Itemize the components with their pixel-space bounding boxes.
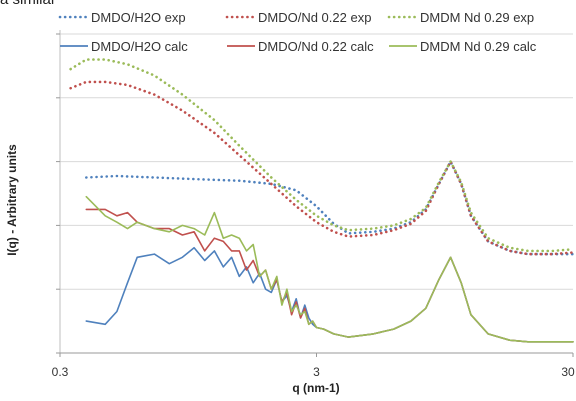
- gridlines: [60, 33, 573, 290]
- series-line-2: [69, 58, 575, 253]
- x-axis-label: q (nm-1): [292, 381, 339, 395]
- legend-label-0: DMDO/H2O exp: [91, 10, 186, 25]
- series-line-1: [69, 80, 575, 256]
- series-line-3: [85, 246, 574, 343]
- legend: DMDO/H2O exp DMDO/Nd 0.22 exp DMDM Nd 0.29…: [58, 10, 537, 54]
- x-tick-label-1: 3: [313, 365, 320, 379]
- series-layer: [69, 58, 575, 343]
- axes: 0.3 3 30: [52, 30, 575, 379]
- cropped-caption-text: a similar: [0, 0, 56, 8]
- series-line-0: [85, 160, 575, 256]
- x-tick-label-0: 0.3: [52, 365, 69, 379]
- legend-label-2: DMDM Nd 0.29 exp: [420, 10, 534, 25]
- legend-label-3: DMDO/H2O calc: [91, 39, 188, 54]
- legend-label-1: DMDO/Nd 0.22 exp: [258, 10, 371, 25]
- y-axis-label: I(q) - Arbitrary units: [5, 144, 19, 256]
- legend-label-4: DMDO/Nd 0.22 calc: [258, 39, 374, 54]
- legend-label-5: DMDM Nd 0.29 calc: [420, 39, 537, 54]
- x-tick-label-2: 30: [561, 365, 575, 379]
- series-line-5: [85, 195, 574, 343]
